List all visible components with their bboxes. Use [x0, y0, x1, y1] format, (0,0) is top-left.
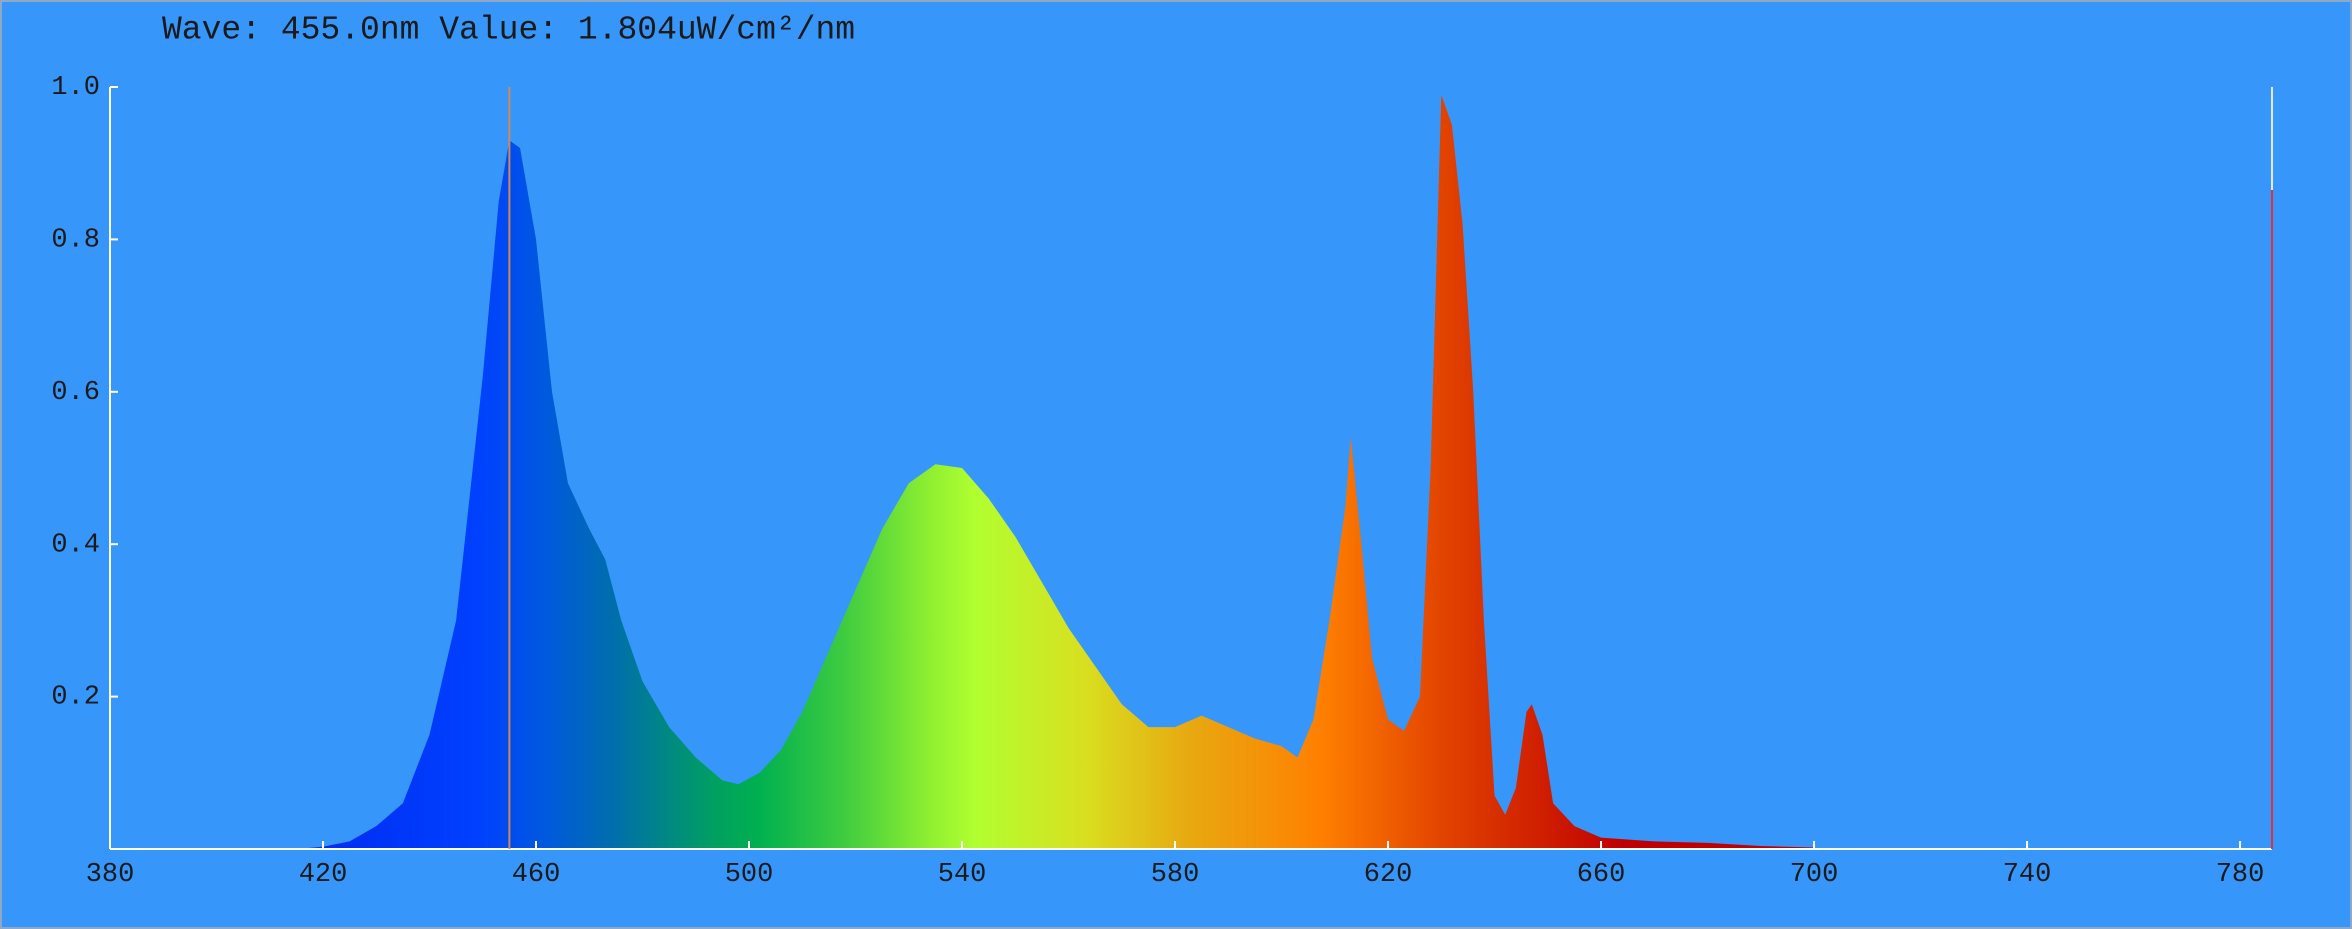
- x-tick-label: 460: [512, 860, 561, 890]
- x-tick-label: 380: [86, 860, 135, 890]
- y-tick-label: 0.8: [51, 226, 100, 256]
- y-tick-label: 0.6: [51, 378, 100, 408]
- x-tick-label: 620: [1364, 860, 1413, 890]
- y-tick-label: 1.0: [51, 73, 100, 103]
- x-tick-label: 580: [1151, 860, 1200, 890]
- x-tick-label: 740: [2003, 860, 2052, 890]
- x-tick-label: 500: [725, 860, 774, 890]
- x-tick-label: 420: [299, 860, 348, 890]
- x-tick-label: 700: [1790, 860, 1839, 890]
- y-tick-label: 0.2: [51, 683, 100, 713]
- plot-area: 0.2 0.4 0.6 0.8 1.0 380 420 460 500 540 580 620 660 7…: [51, 73, 2273, 890]
- y-tick-label: 0.4: [51, 530, 100, 560]
- spectrum-area: [296, 94, 1815, 850]
- x-tick-label: 780: [2216, 860, 2265, 890]
- readout: Wave: 455.0nm Value: 1.804uW/cm²/nm: [162, 12, 855, 49]
- x-tick-label: 540: [938, 860, 987, 890]
- x-tick-label: 660: [1577, 860, 1626, 890]
